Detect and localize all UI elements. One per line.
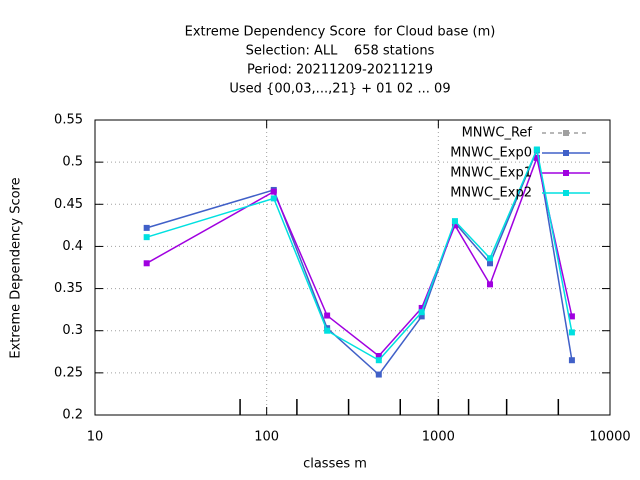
x-tick-label: 10000 [589, 430, 630, 445]
chart-title: Extreme Dependency Score for Cloud base … [185, 25, 496, 40]
y-tick-label: 0.35 [54, 281, 83, 296]
chart-title: Period: 20211209-20211219 [247, 63, 433, 78]
legend-swatch [563, 190, 569, 196]
point [375, 353, 382, 359]
point [418, 313, 425, 320]
point [324, 327, 331, 334]
plot-border [94, 119, 611, 416]
point [375, 357, 382, 364]
point [451, 222, 458, 229]
x-tick-label: 100 [254, 430, 279, 445]
legend-swatch [563, 130, 569, 136]
point [270, 195, 277, 202]
point [533, 154, 540, 161]
point [418, 309, 425, 316]
legend-label: MNWC_Exp2 [450, 186, 532, 201]
x-tick-label: 1000 [422, 430, 455, 445]
point [533, 146, 540, 153]
point [568, 313, 575, 320]
x-tick-label: 10 [87, 430, 104, 445]
series-line [146, 146, 573, 362]
point [418, 304, 425, 311]
point [143, 260, 150, 267]
y-tick-label: 0.55 [54, 113, 83, 128]
point [568, 329, 575, 336]
point [487, 255, 494, 262]
legend-label: MNWC_Ref [462, 126, 533, 141]
point [451, 218, 458, 225]
point [568, 357, 575, 364]
legend-swatch [563, 150, 569, 156]
point [143, 224, 150, 231]
chart-title: Selection: ALL 658 stations [246, 44, 435, 59]
y-tick-label: 0.5 [62, 155, 83, 170]
y-tick-label: 0.45 [54, 197, 83, 212]
point [375, 371, 382, 378]
point [143, 234, 150, 241]
point [487, 260, 494, 267]
x-axis-label: classes m [303, 457, 367, 472]
point [270, 188, 277, 195]
point [324, 312, 331, 319]
legend-swatch [563, 170, 569, 176]
legend-label: MNWC_Exp1 [450, 166, 532, 181]
y-tick-label: 0.4 [62, 239, 83, 254]
y-tick-label: 0.25 [54, 365, 83, 380]
chart-title: Used {00,03,...,21} + 01 02 ... 09 [229, 82, 450, 97]
legend-label: MNWC_Exp0 [450, 146, 532, 161]
y-tick-label: 0.3 [62, 323, 83, 338]
y-tick-label: 0.2 [62, 408, 83, 423]
y-axis-label: Extreme Dependency Score [9, 177, 24, 358]
point [487, 281, 494, 288]
